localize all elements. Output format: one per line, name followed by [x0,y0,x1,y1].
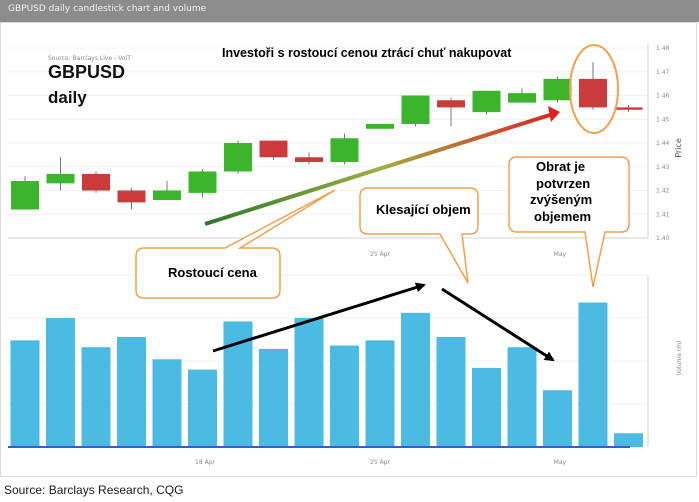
candle-body-bullish [366,124,394,129]
candle-body-bullish [153,190,181,200]
candle [579,62,607,110]
chart-frame [0,22,697,477]
x-tick-label: May [554,459,567,466]
chart-title: Investoři s rostoucí cenou ztrácí chuť n… [222,46,512,60]
price-trend-arrow-head [548,106,560,122]
x-tick-label: 25 Apr [370,459,390,466]
price-tick-label: 1.40 [656,235,670,242]
candle [330,133,359,165]
volume-bar [472,367,501,447]
candle-body-bullish [401,95,430,124]
candle [614,105,643,113]
volume-bar [543,390,572,447]
candle [437,97,465,127]
callout-falling-volume-text: Klesající objem [376,202,471,217]
callout-reversal-line-4: objemem [534,209,591,224]
volume-bar [259,348,288,447]
candlestick-volume-chart: Source: Barclays Live - VoIT GBPUSD dail… [8,44,683,466]
candle [153,181,181,200]
candle [543,76,572,103]
volume-axis-title: Volume (m) [676,341,683,376]
candle-body-bullish [188,171,217,193]
price-tick-label: 1.42 [656,188,670,195]
reversal-highlight-oval [569,44,619,134]
volume-bar [330,345,359,447]
candle-body-bearish [82,173,110,191]
chart-header-title: GBPUSD daily candlestick chart and volum… [8,4,207,14]
candle [82,171,110,193]
price-axis-title: Price [674,138,683,158]
callout-reversal-confirmed [508,156,630,288]
price-tick-label: 1.46 [656,93,670,100]
volume-bar [81,347,111,447]
volume-fall-arrow [441,287,555,362]
candle [117,188,146,210]
timeframe-label: daily [48,88,87,107]
volume-bar [188,369,217,447]
callout-reversal-line-1: Obrat je [536,159,585,174]
candle-body-bullish [224,143,252,172]
candle [224,140,252,174]
candle [472,90,501,115]
x-tick-label: 18 Apr [195,459,215,466]
candle-body-bullish [46,173,75,184]
candle [508,88,536,103]
volume-bars [10,302,643,447]
candle [401,95,430,127]
price-tick-label: 1.47 [656,69,670,76]
price-tick-label: 1.45 [656,116,670,123]
chart-header-bar: GBPUSD daily candlestick chart and volum… [0,0,699,22]
volume-bar [614,433,643,447]
callout-reversal-line-2: potvrzen [536,176,590,191]
price-tick-label: 1.43 [656,164,670,171]
candle-body-bearish [259,140,288,158]
volume-bar [152,359,182,447]
callout-reversal-line-3: zvýšeným [530,192,592,207]
source-footer: Source: Barclays Research, CQG [4,483,184,497]
candle [46,157,75,191]
candle-body-bearish [614,107,643,110]
price-tick-label: 1.44 [656,140,670,147]
price-trend-arrow-line [204,111,557,226]
volume-grid [8,274,649,447]
volume-bar [10,340,40,447]
volume-bar [365,340,395,447]
candle-body-bearish [295,157,323,162]
candle-body-bullish [472,90,501,113]
candle-body-bearish [437,100,465,108]
candle [188,169,217,198]
volume-bar [578,302,608,447]
instrument-label: GBPUSD [48,62,125,82]
volume-bar [46,318,75,447]
candle [11,176,39,210]
candle-body-bearish [117,190,146,203]
candle-body-bullish [508,93,536,103]
volume-rise-arrow [212,282,426,353]
candle-body-bullish [11,181,39,210]
volume-bar [401,312,430,447]
volume-bar [294,318,324,447]
candle [366,124,394,129]
candles [11,62,643,210]
callout-falling-volume [359,187,479,284]
volume-bar [117,336,146,447]
x-tick-label: May [554,251,567,258]
candle-body-bullish [330,138,359,162]
volume-bar [436,336,466,447]
volume-bar [507,347,537,447]
candle-body-bearish [579,78,607,108]
candle-body-bullish [543,78,572,101]
callout-rising-price-text: Rostoucí cena [168,265,258,280]
callout-rising-price [135,189,336,299]
price-tick-labels: 1.48 1.47 1.46 1.45 1.44 1.43 1.42 1.41 1.40 [656,45,670,242]
watermark-text: Source: Barclays Live - VoIT [48,55,131,62]
price-tick-label: 1.41 [656,211,670,218]
x-tick-label: 25 Apr [370,251,390,258]
candle [259,140,288,160]
price-tick-label: 1.48 [656,45,670,52]
candle [295,152,323,165]
